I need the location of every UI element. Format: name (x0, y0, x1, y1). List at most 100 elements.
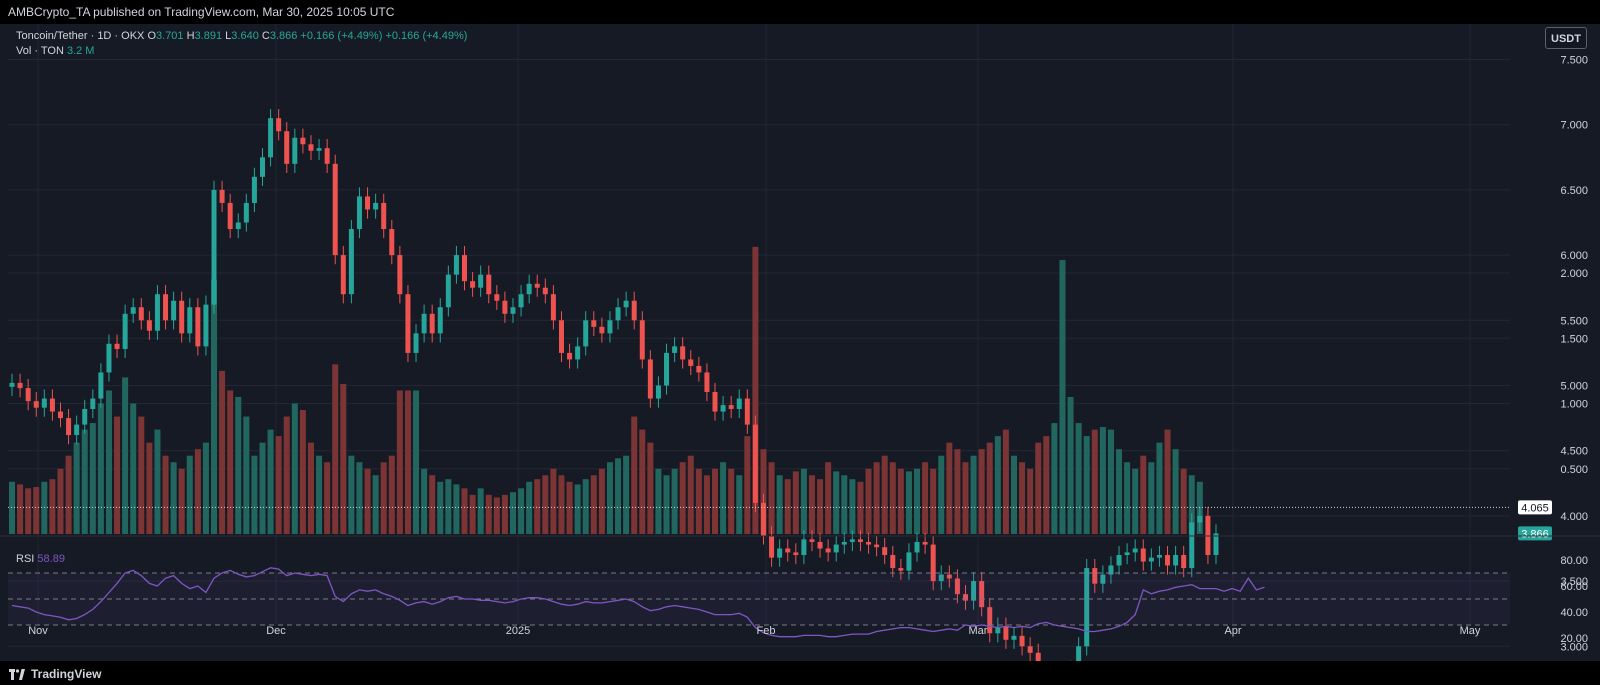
volume-bar[interactable] (744, 436, 751, 534)
volume-bar[interactable] (1035, 442, 1042, 534)
candle[interactable] (1019, 635, 1025, 647)
candle[interactable] (211, 189, 217, 305)
candle[interactable] (356, 196, 362, 230)
candle[interactable] (1148, 557, 1154, 562)
volume-bar[interactable] (1188, 475, 1195, 534)
volume-bar[interactable] (154, 429, 161, 534)
volume-bar[interactable] (889, 462, 896, 534)
candle[interactable] (1205, 515, 1211, 556)
candle[interactable] (470, 281, 476, 288)
candle[interactable] (1173, 555, 1179, 566)
volume-bar[interactable] (736, 475, 743, 534)
candle[interactable] (1132, 548, 1138, 553)
candle[interactable] (607, 320, 613, 334)
volume-bar[interactable] (1172, 449, 1179, 534)
volume-bar[interactable] (994, 436, 1001, 534)
candle[interactable] (453, 255, 459, 275)
volume-bar[interactable] (421, 468, 428, 534)
volume-bar[interactable] (235, 396, 242, 534)
volume-bar[interactable] (671, 468, 678, 534)
volume-bar[interactable] (598, 468, 605, 534)
volume-bar[interactable] (364, 468, 371, 534)
volume-bar[interactable] (89, 423, 96, 534)
candle[interactable] (526, 283, 532, 295)
candle[interactable] (381, 202, 387, 230)
candle[interactable] (542, 287, 548, 295)
volume-bar[interactable] (25, 488, 32, 534)
volume-bar[interactable] (518, 488, 525, 534)
candle[interactable] (179, 300, 185, 334)
candle[interactable] (365, 196, 371, 210)
candle[interactable] (672, 346, 678, 353)
volume-bar[interactable] (1164, 429, 1171, 534)
candle[interactable] (308, 144, 314, 151)
volume-bar[interactable] (332, 364, 339, 534)
volume-bar[interactable] (146, 442, 153, 534)
volume-bar[interactable] (760, 449, 767, 534)
candle[interactable] (890, 555, 896, 569)
candle[interactable] (106, 343, 112, 373)
volume-bar[interactable] (65, 455, 72, 534)
candle[interactable] (963, 594, 969, 601)
candle[interactable] (163, 294, 169, 321)
candle[interactable] (348, 229, 354, 295)
volume-bar[interactable] (114, 416, 121, 534)
volume-bar[interactable] (267, 429, 274, 534)
candle[interactable] (518, 294, 524, 308)
candle[interactable] (90, 398, 96, 409)
candle[interactable] (284, 131, 290, 164)
candle[interactable] (882, 547, 888, 556)
volume-bar[interactable] (897, 468, 904, 534)
candle[interactable] (1027, 646, 1033, 653)
candle[interactable] (1100, 574, 1106, 584)
candle[interactable] (171, 300, 177, 321)
candle[interactable] (203, 304, 209, 347)
volume-bar[interactable] (841, 475, 848, 534)
candle[interactable] (575, 346, 581, 360)
candle[interactable] (130, 307, 136, 314)
candle[interactable] (235, 222, 241, 230)
candle[interactable] (66, 418, 72, 436)
currency-button[interactable]: USDT (1545, 27, 1587, 49)
volume-bar[interactable] (138, 416, 145, 534)
candle[interactable] (332, 163, 338, 256)
chart-canvas[interactable]: Nov Dec 2025 Feb Mar Apr May 7.500 7.000 6.500 6.0… (0, 24, 1600, 661)
candle[interactable] (760, 502, 766, 536)
volume-bar[interactable] (873, 462, 880, 534)
candle[interactable] (49, 398, 55, 412)
candle[interactable] (324, 148, 330, 164)
candle[interactable] (938, 574, 944, 582)
candle[interactable] (251, 176, 257, 203)
candle[interactable] (558, 320, 564, 353)
volume-bar[interactable] (768, 462, 775, 534)
volume-bar[interactable] (865, 468, 872, 534)
volume-bar[interactable] (905, 471, 912, 534)
candle[interactable] (405, 294, 411, 353)
candle[interactable] (219, 189, 225, 203)
candle[interactable] (1003, 626, 1009, 640)
candle[interactable] (17, 382, 23, 389)
volume-bar[interactable] (170, 462, 177, 534)
volume-bar[interactable] (825, 462, 832, 534)
volume-bar[interactable] (946, 442, 953, 534)
candle[interactable] (195, 307, 201, 347)
volume-bar[interactable] (81, 429, 88, 534)
candle[interactable] (1084, 568, 1090, 647)
candle[interactable] (1189, 522, 1195, 569)
volume-bar[interactable] (1156, 442, 1163, 534)
volume-bar[interactable] (703, 475, 710, 534)
candle[interactable] (906, 552, 912, 571)
volume-bar[interactable] (1051, 423, 1058, 534)
volume-bar[interactable] (1083, 436, 1090, 534)
candle[interactable] (647, 359, 653, 399)
candle[interactable] (712, 392, 718, 412)
candle[interactable] (33, 401, 39, 408)
volume-bar[interactable] (477, 488, 484, 534)
candle[interactable] (300, 137, 306, 145)
volume-bar[interactable] (1002, 429, 1009, 534)
candle[interactable] (1124, 552, 1130, 556)
candle[interactable] (82, 408, 88, 425)
candle[interactable] (292, 137, 298, 164)
volume-bar[interactable] (526, 481, 533, 534)
volume-bar[interactable] (130, 403, 137, 535)
